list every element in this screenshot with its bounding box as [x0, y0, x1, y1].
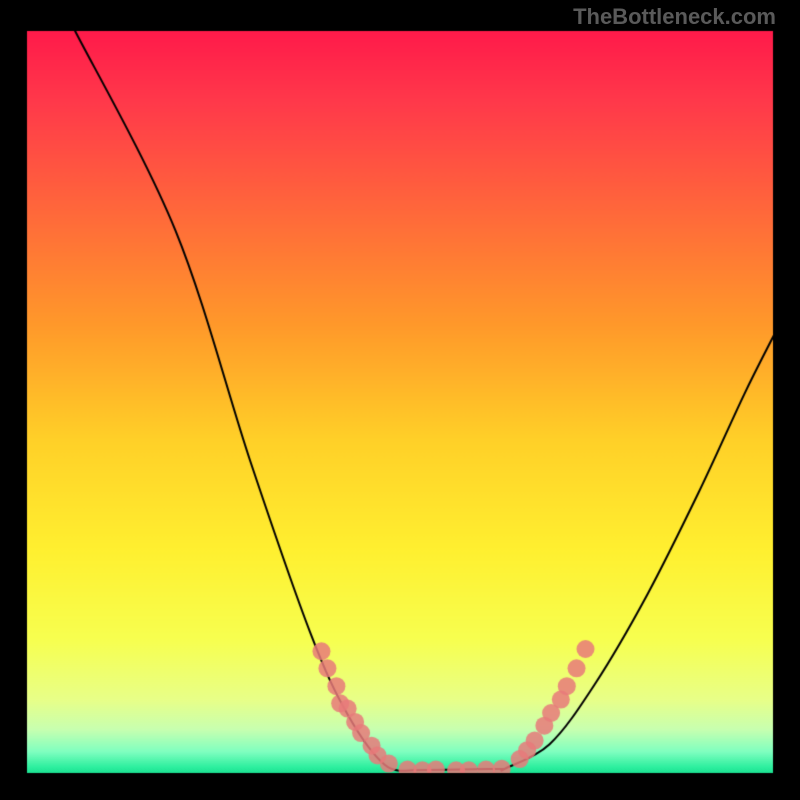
bottleneck-curve-chart [0, 0, 800, 800]
chart-root: TheBottleneck.com [0, 0, 800, 800]
